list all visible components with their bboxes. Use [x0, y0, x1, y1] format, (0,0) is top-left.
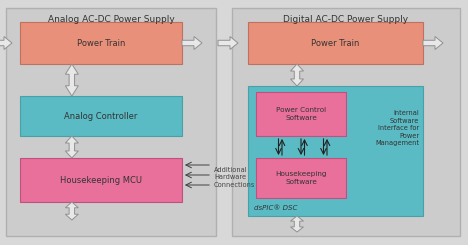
Text: Housekeeping
Software: Housekeeping Software	[275, 171, 327, 185]
Bar	[248, 86, 423, 216]
Polygon shape	[291, 216, 304, 232]
Polygon shape	[66, 136, 78, 158]
Text: Power Control
Software: Power Control Software	[276, 107, 326, 121]
Text: Internal
Software
Interface for
Power
Management: Internal Software Interface for Power Ma…	[375, 110, 419, 146]
Text: Analog AC-DC Power Supply: Analog AC-DC Power Supply	[48, 15, 175, 24]
Polygon shape	[0, 37, 12, 49]
Bar	[20, 96, 182, 136]
Polygon shape	[66, 64, 78, 96]
Polygon shape	[423, 37, 443, 49]
Text: Power Train: Power Train	[311, 38, 360, 48]
Bar	[20, 22, 182, 64]
Text: Additional
Hardware
Connections: Additional Hardware Connections	[214, 167, 256, 187]
Bar	[232, 8, 460, 236]
Text: dsPIC® DSC: dsPIC® DSC	[254, 205, 297, 211]
Polygon shape	[66, 202, 78, 220]
Bar	[6, 8, 216, 236]
Bar	[256, 92, 346, 136]
Polygon shape	[218, 37, 238, 49]
Text: Power Train: Power Train	[77, 38, 125, 48]
Polygon shape	[291, 64, 304, 86]
Text: Digital AC-DC Power Supply: Digital AC-DC Power Supply	[284, 15, 409, 24]
Polygon shape	[182, 37, 202, 49]
Bar	[20, 158, 182, 202]
Bar	[248, 22, 423, 64]
Text: Analog Controller: Analog Controller	[64, 111, 138, 121]
Bar	[256, 158, 346, 198]
Text: Housekeeping MCU: Housekeeping MCU	[60, 175, 142, 184]
